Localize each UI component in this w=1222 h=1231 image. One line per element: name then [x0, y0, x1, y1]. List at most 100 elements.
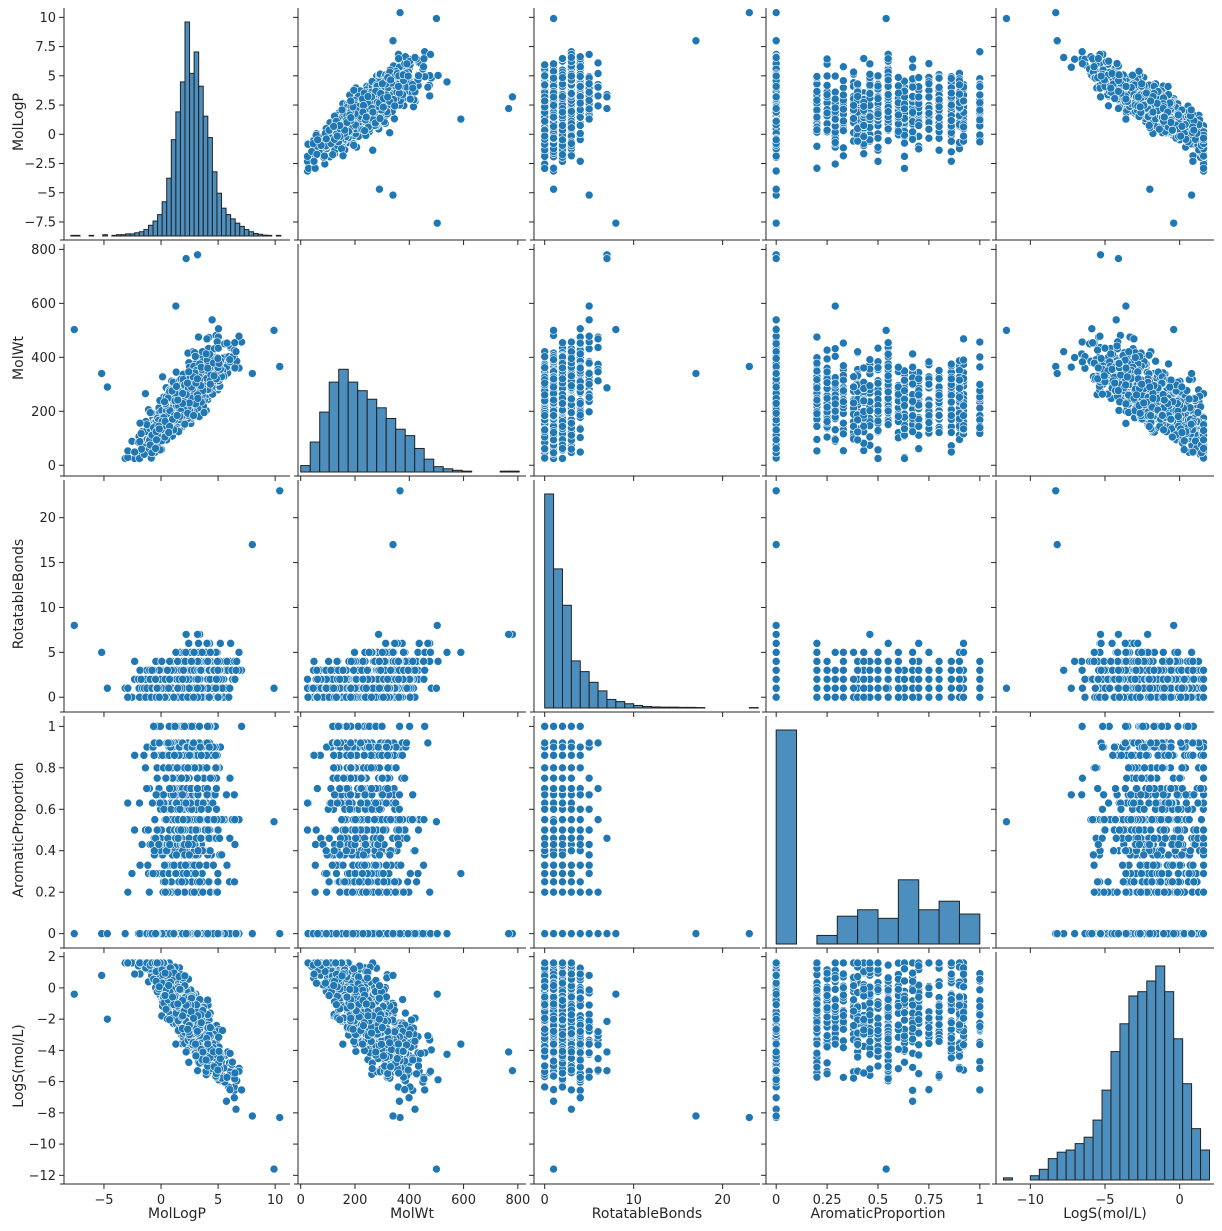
scatter-point [1053, 37, 1061, 45]
scatter-point [404, 72, 412, 80]
scatter-point [692, 37, 700, 45]
scatter-point [884, 125, 892, 133]
scatter-point [585, 50, 593, 58]
scatter-point [379, 103, 387, 111]
scatter-point [395, 55, 403, 63]
scatter-point [1187, 106, 1195, 114]
scatter-point [947, 74, 955, 82]
scatter-point [594, 59, 602, 67]
scatter-point [935, 103, 943, 111]
scatter-point [347, 97, 355, 105]
histogram-bar [162, 202, 167, 236]
scatter-point [369, 108, 377, 116]
scatter-point [839, 117, 847, 125]
scatter-point [541, 72, 549, 80]
panel-mollogp-vs-molwt: 0200400600800 [31, 243, 290, 481]
scatter-point [772, 136, 780, 144]
scatter-point [386, 129, 394, 137]
scatter-point [772, 185, 780, 193]
scatter-point [612, 219, 620, 227]
scatter-point [955, 81, 963, 89]
scatter-point [850, 68, 858, 76]
histogram-bar [148, 225, 153, 236]
scatter-point [1114, 105, 1122, 113]
histogram-bar [226, 215, 231, 236]
scatter-point [1094, 55, 1102, 63]
scatter-point [823, 91, 831, 99]
scatter-point [831, 115, 839, 123]
scatter-point [772, 53, 780, 61]
scatter-point [915, 145, 923, 153]
histogram-bar [171, 140, 176, 236]
scatter-point [823, 109, 831, 117]
scatter-point [369, 146, 377, 154]
scatter-point [874, 72, 882, 80]
scatter-point [976, 116, 984, 124]
histogram-bar [203, 116, 208, 236]
histogram-bar [249, 232, 254, 236]
scatter-point [1134, 93, 1142, 101]
scatter-point [550, 93, 558, 101]
scatter-point [894, 82, 902, 90]
scatter-point [1113, 60, 1121, 68]
scatter-point [860, 150, 868, 158]
scatter-point [935, 122, 943, 130]
scatter-point [558, 121, 566, 129]
scatter-point [1090, 63, 1098, 71]
scatter-point [1200, 164, 1208, 172]
scatter-point [594, 70, 602, 78]
histogram-bar [130, 234, 135, 236]
scatter-point [1188, 191, 1196, 199]
scatter-point [813, 164, 821, 172]
histogram-bar [153, 221, 158, 236]
scatter-point [772, 167, 780, 175]
scatter-point [772, 93, 780, 101]
scatter-point [831, 72, 839, 80]
y-tick-label: −2.5 [24, 157, 56, 172]
scatter-point [882, 15, 890, 23]
scatter-point [900, 139, 908, 147]
scatter-point [411, 53, 419, 61]
scatter-point [420, 63, 428, 71]
scatter-point [603, 93, 611, 101]
scatter-point [1168, 126, 1176, 134]
scatter-point [432, 15, 440, 23]
scatter-point [576, 157, 584, 165]
scatter-point [915, 93, 923, 101]
scatter-point [387, 76, 395, 84]
histogram-bar [126, 234, 131, 236]
scatter-point [1147, 97, 1155, 105]
scatter-point [362, 113, 370, 121]
scatter-point [866, 89, 874, 97]
scatter-point [420, 55, 428, 63]
scatter-point [541, 61, 549, 69]
histogram-bar [212, 172, 217, 236]
scatter-point [585, 115, 593, 123]
scatter-point [1149, 108, 1157, 116]
scatter-point [550, 134, 558, 142]
scatter-point [426, 92, 434, 100]
scatter-point [925, 109, 933, 117]
scatter-point [1122, 82, 1130, 90]
scatter-point [457, 115, 465, 123]
scatter-point [409, 84, 417, 92]
scatter-point [1078, 60, 1086, 68]
scatter-point [823, 55, 831, 63]
scatter-point [576, 113, 584, 121]
scatter-point [874, 134, 882, 142]
histogram-bar [103, 235, 108, 236]
scatter-point [558, 108, 566, 116]
scatter-point [550, 185, 558, 193]
scatter-point [823, 126, 831, 134]
scatter-point [378, 80, 386, 88]
histogram-bar [121, 235, 126, 236]
histogram-bar [167, 178, 172, 236]
histogram-bar [240, 226, 245, 236]
scatter-point [403, 60, 411, 68]
scatter-point [894, 89, 902, 97]
scatter-point [772, 152, 780, 160]
histogram-bar [235, 223, 240, 236]
scatter-point [947, 101, 955, 109]
histogram-bar [71, 235, 76, 236]
